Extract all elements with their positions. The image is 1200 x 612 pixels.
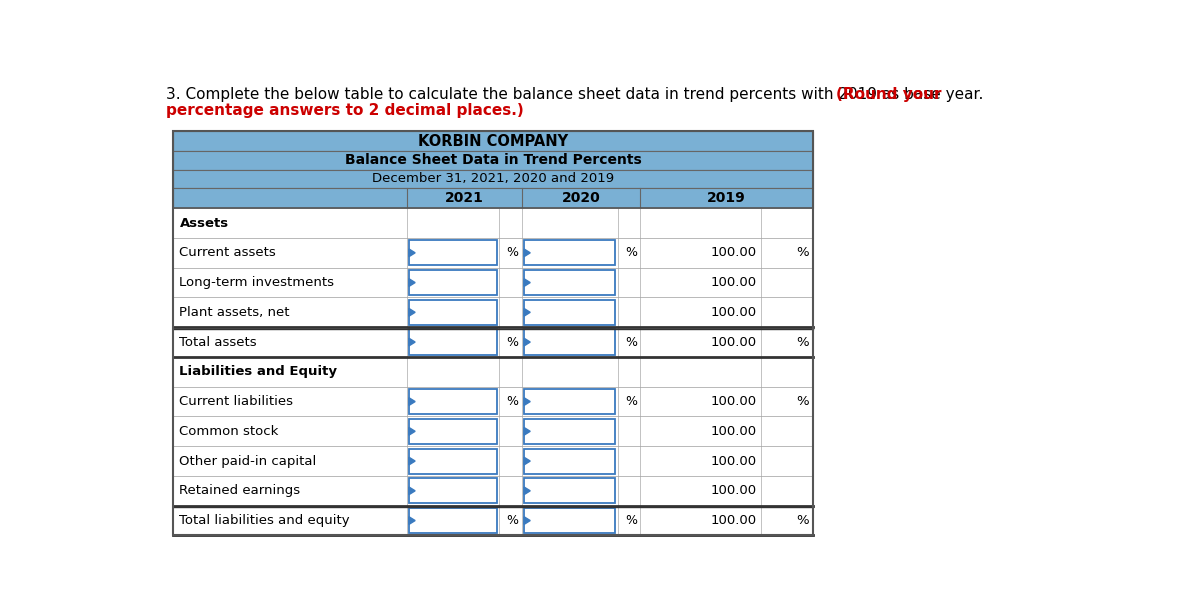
Bar bbox=[409, 270, 497, 295]
Text: Current liabilities: Current liabilities bbox=[180, 395, 294, 408]
Polygon shape bbox=[409, 398, 415, 405]
Text: 100.00: 100.00 bbox=[710, 246, 757, 259]
Polygon shape bbox=[524, 338, 530, 346]
Polygon shape bbox=[524, 487, 530, 494]
Text: %: % bbox=[796, 395, 809, 408]
Text: Long-term investments: Long-term investments bbox=[180, 276, 335, 289]
Text: Total assets: Total assets bbox=[180, 335, 257, 349]
Text: Other paid-in capital: Other paid-in capital bbox=[180, 455, 317, 468]
Text: 100.00: 100.00 bbox=[710, 484, 757, 498]
Bar bbox=[524, 241, 616, 266]
Text: 3. Complete the below table to calculate the balance sheet data in trend percent: 3. Complete the below table to calculate… bbox=[166, 88, 988, 102]
Bar bbox=[173, 131, 812, 536]
Bar bbox=[409, 300, 497, 325]
Text: %: % bbox=[506, 246, 518, 259]
Text: 100.00: 100.00 bbox=[710, 306, 757, 319]
Bar bbox=[173, 357, 812, 387]
Text: Retained earnings: Retained earnings bbox=[180, 484, 300, 498]
Bar bbox=[173, 151, 812, 170]
Bar bbox=[409, 508, 497, 533]
Bar bbox=[524, 419, 616, 444]
Polygon shape bbox=[409, 249, 415, 256]
Polygon shape bbox=[524, 427, 530, 435]
Bar bbox=[409, 449, 497, 474]
Text: %: % bbox=[506, 335, 518, 349]
Bar bbox=[409, 241, 497, 266]
Text: Assets: Assets bbox=[180, 217, 228, 230]
Text: Liabilities and Equity: Liabilities and Equity bbox=[180, 365, 337, 378]
Bar bbox=[173, 238, 812, 267]
Text: 2021: 2021 bbox=[445, 191, 484, 205]
Text: 100.00: 100.00 bbox=[710, 335, 757, 349]
Polygon shape bbox=[524, 308, 530, 316]
Text: %: % bbox=[506, 395, 518, 408]
Text: %: % bbox=[506, 514, 518, 527]
Text: 100.00: 100.00 bbox=[710, 425, 757, 438]
Polygon shape bbox=[409, 278, 415, 286]
Bar bbox=[409, 478, 497, 504]
Polygon shape bbox=[524, 249, 530, 256]
Text: 2020: 2020 bbox=[562, 191, 600, 205]
Polygon shape bbox=[409, 487, 415, 494]
Text: %: % bbox=[625, 246, 637, 259]
Polygon shape bbox=[524, 457, 530, 465]
Bar bbox=[173, 387, 812, 416]
Polygon shape bbox=[524, 517, 530, 524]
Text: 100.00: 100.00 bbox=[710, 276, 757, 289]
Text: Plant assets, net: Plant assets, net bbox=[180, 306, 290, 319]
Bar bbox=[173, 416, 812, 446]
Text: %: % bbox=[625, 514, 637, 527]
Bar bbox=[173, 506, 812, 536]
Text: %: % bbox=[625, 335, 637, 349]
Bar bbox=[524, 478, 616, 504]
Text: %: % bbox=[796, 335, 809, 349]
Text: (Round your: (Round your bbox=[836, 88, 941, 102]
Polygon shape bbox=[524, 278, 530, 286]
Bar bbox=[173, 297, 812, 327]
Text: percentage answers to 2 decimal places.): percentage answers to 2 decimal places.) bbox=[166, 103, 523, 118]
Bar bbox=[173, 208, 812, 238]
Polygon shape bbox=[409, 308, 415, 316]
Text: 100.00: 100.00 bbox=[710, 455, 757, 468]
Bar bbox=[173, 170, 812, 188]
Text: %: % bbox=[796, 514, 809, 527]
Text: December 31, 2021, 2020 and 2019: December 31, 2021, 2020 and 2019 bbox=[372, 173, 614, 185]
Bar bbox=[173, 131, 812, 151]
Text: Common stock: Common stock bbox=[180, 425, 278, 438]
Bar bbox=[524, 449, 616, 474]
Text: %: % bbox=[796, 246, 809, 259]
Text: Current assets: Current assets bbox=[180, 246, 276, 259]
Bar bbox=[409, 389, 497, 414]
Text: 100.00: 100.00 bbox=[710, 514, 757, 527]
Polygon shape bbox=[409, 517, 415, 524]
Polygon shape bbox=[409, 457, 415, 465]
Polygon shape bbox=[409, 427, 415, 435]
Text: KORBIN COMPANY: KORBIN COMPANY bbox=[418, 133, 568, 149]
Text: %: % bbox=[625, 395, 637, 408]
Bar bbox=[524, 270, 616, 295]
Polygon shape bbox=[409, 338, 415, 346]
Bar bbox=[524, 300, 616, 325]
Bar bbox=[524, 389, 616, 414]
Bar bbox=[524, 329, 616, 354]
Text: 100.00: 100.00 bbox=[710, 395, 757, 408]
Bar bbox=[173, 476, 812, 506]
Bar bbox=[173, 446, 812, 476]
Polygon shape bbox=[524, 398, 530, 405]
Bar bbox=[173, 267, 812, 297]
Bar bbox=[524, 508, 616, 533]
Text: Total liabilities and equity: Total liabilities and equity bbox=[180, 514, 350, 527]
Text: Balance Sheet Data in Trend Percents: Balance Sheet Data in Trend Percents bbox=[344, 154, 641, 168]
Bar bbox=[173, 327, 812, 357]
Bar bbox=[173, 188, 812, 208]
Text: 2019: 2019 bbox=[707, 191, 745, 205]
Bar bbox=[409, 419, 497, 444]
Bar bbox=[409, 329, 497, 354]
